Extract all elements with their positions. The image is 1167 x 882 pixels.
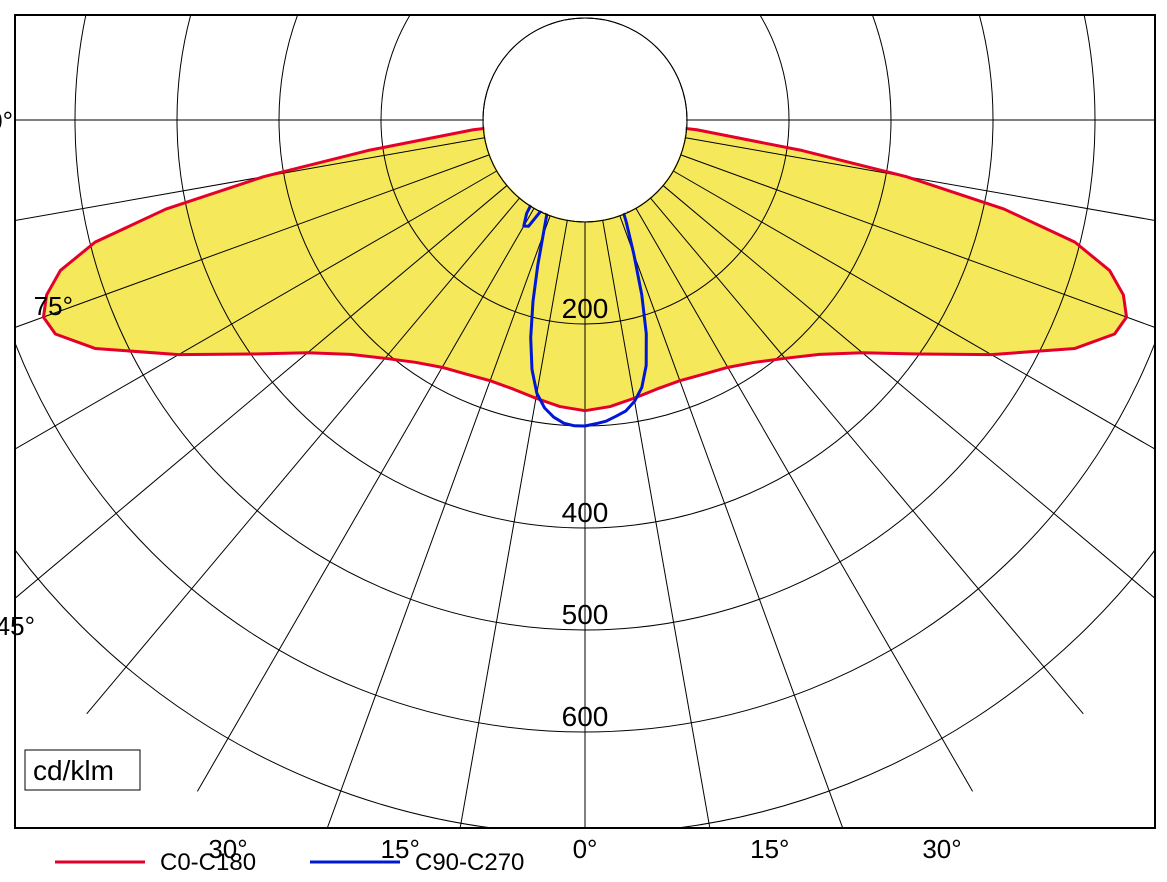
ring-label: 200 [562, 293, 609, 324]
polar-light-distribution-chart: { "canvas": { "width": 1167, "height": 8… [0, 0, 1167, 882]
bottom-angle-label: 15° [750, 834, 789, 864]
legend-label: C90-C270 [415, 849, 524, 876]
left-angle-label: 45° [0, 611, 35, 641]
legend-label: C0-C180 [160, 849, 256, 876]
chart-svg: 20040050060030°15°0°15°30°45°60°75°90°cd… [0, 0, 1167, 882]
ring-label: 600 [562, 701, 609, 732]
center-mask [484, 19, 686, 221]
left-angle-label: 90° [0, 106, 13, 136]
ring-label: 400 [562, 497, 609, 528]
bottom-angle-label: 30° [922, 834, 961, 864]
bottom-angle-label: 15° [381, 834, 420, 864]
ring-label: 500 [562, 599, 609, 630]
bottom-angle-label: 0° [573, 834, 598, 864]
left-angle-label: 75° [34, 291, 73, 321]
units-label: cd/klm [33, 755, 114, 786]
